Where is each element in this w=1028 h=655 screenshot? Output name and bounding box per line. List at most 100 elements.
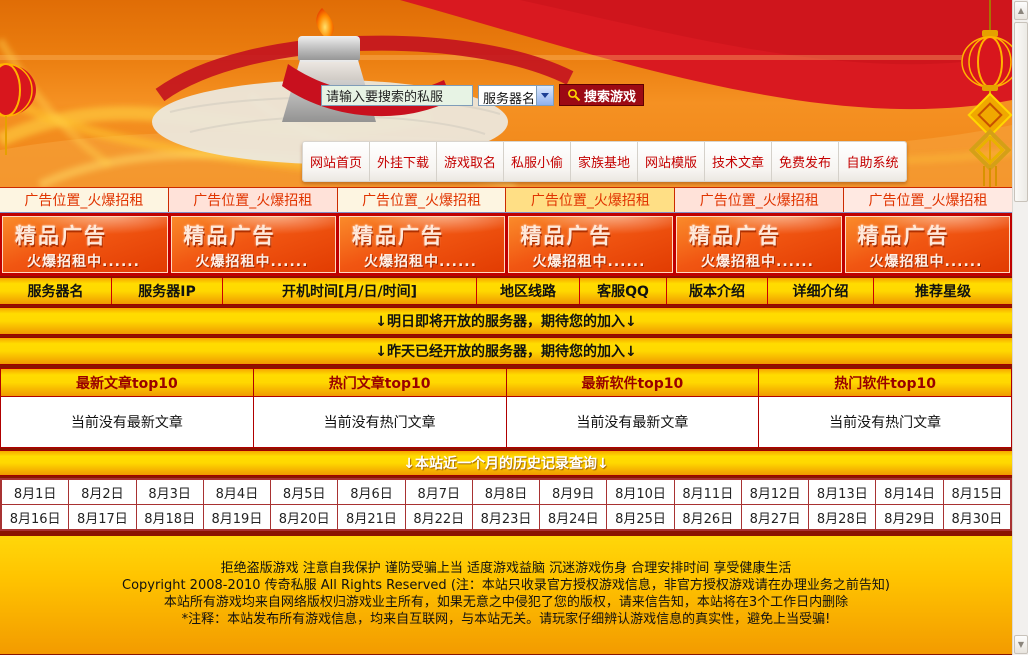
site-footer: 拒绝盗版游戏 注意自我保护 谨防受骗上当 适度游戏益脑 沉迷游戏伤身 合理安排时…	[0, 536, 1012, 654]
premium-ad-banner-3[interactable]: 精品广告 火爆招租中......	[339, 216, 505, 273]
banner-title: 精品广告	[857, 224, 950, 248]
nav-item-family-base[interactable]: 家族基地	[571, 142, 638, 181]
nav-item-sifu-thief[interactable]: 私服小偷	[504, 142, 571, 181]
nav-item-site-templates[interactable]: 网站模版	[638, 142, 705, 181]
banner-subtitle: 火爆招租中......	[27, 254, 140, 270]
date-link[interactable]: 8月17日	[69, 505, 136, 529]
search-input[interactable]	[321, 84, 473, 106]
banner-subtitle: 火爆招租中......	[701, 254, 814, 270]
date-link[interactable]: 8月29日	[876, 505, 943, 529]
premium-ad-banner-2[interactable]: 精品广告 火爆招租中......	[170, 216, 336, 273]
date-link[interactable]: 8月1日	[2, 480, 69, 504]
footer-copyright: Copyright 2008-2010 传奇私服 All Rights Rese…	[122, 578, 890, 593]
col-region-line: 地区线路	[477, 278, 580, 304]
hot-articles-column: 热门文章top10 当前没有热门文章	[253, 369, 507, 447]
nav-item-game-naming[interactable]: 游戏取名	[437, 142, 504, 181]
date-link[interactable]: 8月15日	[943, 480, 1010, 504]
nav-item-home[interactable]: 网站首页	[303, 142, 370, 181]
nav-item-plugin-download[interactable]: 外挂下载	[370, 142, 437, 181]
main-nav: 网站首页 外挂下载 游戏取名 私服小偷 家族基地 网站模版 技术文章 免费发布 …	[302, 141, 907, 182]
server-table-header: 服务器名 服务器IP 开机时间[月/日/时间] 地区线路 客服QQ 版本介绍 详…	[0, 277, 1012, 305]
col-star-rating: 推荐星级	[915, 284, 971, 300]
date-link[interactable]: 8月14日	[876, 480, 943, 504]
date-link[interactable]: 8月5日	[271, 480, 338, 504]
chevron-down-icon[interactable]	[536, 85, 553, 105]
premium-ad-banner-5[interactable]: 精品广告 火爆招租中......	[676, 216, 842, 273]
premium-ad-banner-strip: 精品广告 火爆招租中...... 精品广告 火爆招租中...... 精品广告 火…	[0, 213, 1012, 276]
banner-title: 精品广告	[183, 224, 276, 248]
date-link[interactable]: 8月11日	[674, 480, 741, 504]
footer-takedown-notice: 本站所有游戏均来自网络版权归游戏业主所有，如果无意之中侵犯了您的版权，请来信告知…	[163, 595, 849, 610]
date-link[interactable]: 8月13日	[809, 480, 876, 504]
scrollbar-thumb[interactable]	[1014, 22, 1028, 202]
date-link[interactable]: 8月20日	[271, 505, 338, 529]
date-link[interactable]: 8月9日	[540, 480, 607, 504]
date-link[interactable]: 8月28日	[809, 505, 876, 529]
ad-slot-6[interactable]: 广告位置_火爆招租	[844, 188, 1012, 212]
hot-software-empty-text: 当前没有热门文章	[759, 397, 1011, 447]
scroll-up-button[interactable]: ▲	[1014, 1, 1028, 20]
ad-slot-1[interactable]: 广告位置_火爆招租	[0, 188, 169, 212]
search-button[interactable]: 搜索游戏	[559, 84, 645, 106]
banner-title: 精品广告	[352, 224, 444, 248]
nav-item-free-publish[interactable]: 免费发布	[772, 142, 839, 181]
nav-item-self-service[interactable]: 自助系统	[839, 142, 906, 181]
vertical-scrollbar[interactable]: ▲ ▼	[1012, 0, 1028, 655]
date-link[interactable]: 8月26日	[674, 505, 741, 529]
date-link[interactable]: 8月6日	[338, 480, 405, 504]
chevron-down-icon: ▼	[1017, 640, 1025, 649]
date-link[interactable]: 8月24日	[540, 505, 607, 529]
date-link[interactable]: 8月23日	[472, 505, 540, 529]
date-link[interactable]: 8月16日	[2, 505, 69, 529]
date-link[interactable]: 8月27日	[741, 505, 809, 529]
scroll-down-button[interactable]: ▼	[1014, 635, 1028, 654]
date-link[interactable]: 8月2日	[69, 480, 136, 504]
search-category-select[interactable]: 服务器名	[478, 84, 554, 106]
history-date-grid: 8月1日 8月2日 8月3日 8月4日 8月5日 8月6日 8月7日 8月8日 …	[0, 478, 1012, 531]
banner-subtitle: 火爆招租中......	[869, 254, 983, 270]
latest-software-empty-text: 当前没有最新文章	[506, 397, 759, 447]
date-link[interactable]: 8月10日	[607, 480, 674, 504]
latest-articles-header: 最新文章top10	[1, 369, 253, 397]
date-link[interactable]: 8月12日	[741, 480, 809, 504]
date-link[interactable]: 8月30日	[943, 505, 1010, 529]
banner-subtitle: 火爆招租中......	[532, 254, 646, 270]
date-link[interactable]: 8月19日	[203, 505, 271, 529]
premium-ad-banner-4[interactable]: 精品广告 火爆招租中......	[507, 216, 673, 273]
nav-item-tech-articles[interactable]: 技术文章	[705, 142, 772, 181]
date-link[interactable]: 8月8日	[472, 480, 540, 504]
date-link[interactable]: 8月7日	[405, 480, 472, 504]
hot-software-column: 热门软件top10 当前没有热门文章	[759, 369, 1011, 447]
date-link[interactable]: 8月4日	[203, 480, 271, 504]
date-link[interactable]: 8月3日	[136, 480, 203, 504]
articles-section: 最新文章top10 当前没有最新文章 热门文章top10 当前没有热门文章 最新…	[0, 368, 1012, 448]
ad-slot-5[interactable]: 广告位置_火爆招租	[675, 188, 845, 212]
date-link[interactable]: 8月22日	[405, 505, 472, 529]
latest-articles-empty-text: 当前没有最新文章	[1, 397, 253, 447]
yesterday-servers-notice: ↓昨天已经开放的服务器，期待您的加入↓	[0, 337, 1012, 365]
site-header: 服务器名 搜索游戏 网站首页 外挂下载 游戏取名 私服小偷 家族基地 网站模版 …	[0, 0, 1012, 187]
banner-title: 精品广告	[689, 224, 781, 248]
latest-software-column: 最新软件top10 当前没有最新文章	[506, 369, 760, 447]
date-link[interactable]: 8月21日	[338, 505, 405, 529]
latest-software-header: 最新软件top10	[506, 369, 759, 397]
banner-title: 精品广告	[15, 224, 107, 248]
latest-articles-column: 最新文章top10 当前没有最新文章	[1, 369, 254, 447]
date-link[interactable]: 8月18日	[136, 505, 203, 529]
premium-ad-banner-6[interactable]: 精品广告 火爆招租中......	[844, 216, 1010, 273]
ad-slot-4[interactable]: 广告位置_火爆招租	[506, 188, 676, 212]
history-query-title: ↓本站近一个月的历史记录查询↓	[0, 450, 1012, 476]
footer-health-notice: 拒绝盗版游戏 注意自我保护 谨防受骗上当 适度游戏益脑 沉迷游戏伤身 合理安排时…	[220, 561, 792, 576]
ad-slot-2[interactable]: 广告位置_火爆招租	[168, 188, 338, 212]
col-server-ip: 服务器IP	[112, 278, 223, 304]
search-icon	[568, 89, 581, 102]
date-link[interactable]: 8月25日	[607, 505, 674, 529]
col-detail-intro: 详细介绍	[768, 278, 874, 304]
hot-software-header: 热门软件top10	[759, 369, 1011, 397]
ad-slot-3[interactable]: 广告位置_火爆招租	[337, 188, 507, 212]
search-bar: 服务器名 搜索游戏	[321, 84, 645, 106]
col-open-time: 开机时间[月/日/时间]	[223, 278, 477, 304]
hot-articles-header: 热门文章top10	[253, 369, 506, 397]
premium-ad-banner-1[interactable]: 精品广告 火爆招租中......	[2, 216, 168, 273]
banner-subtitle: 火爆招租中......	[195, 254, 309, 270]
